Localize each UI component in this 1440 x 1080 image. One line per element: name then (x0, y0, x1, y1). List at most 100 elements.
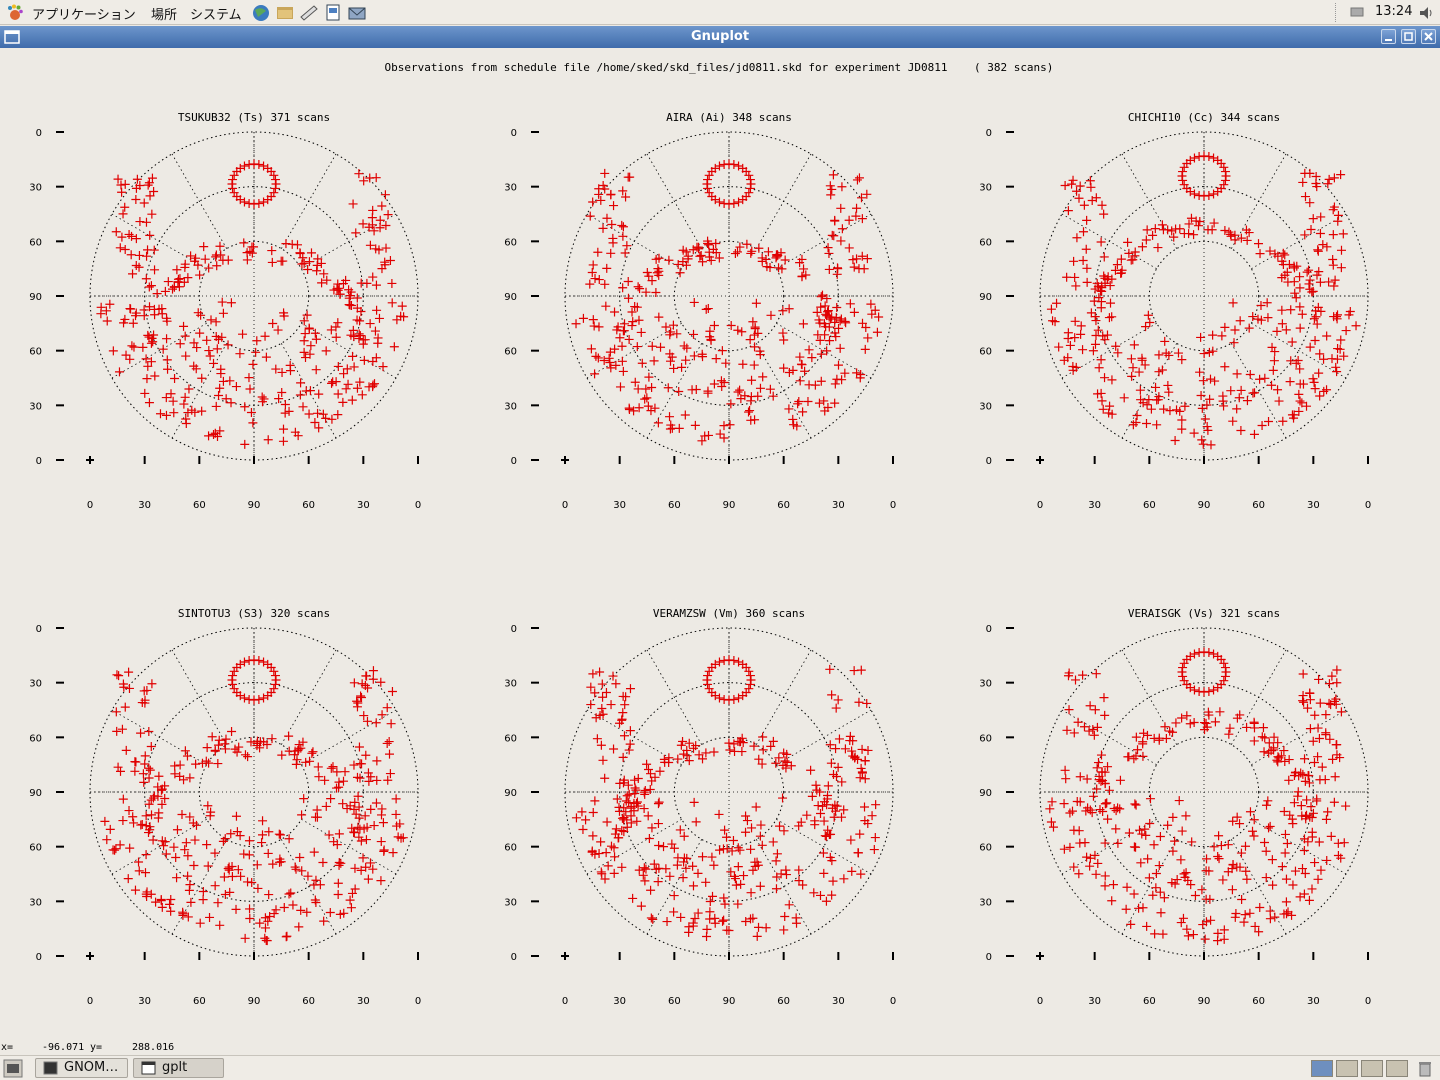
scan-marker (1308, 808, 1318, 818)
taskbar-item-gnome-terminal[interactable]: GNOM… (35, 1058, 128, 1078)
scan-marker (1100, 710, 1110, 720)
scan-marker (854, 697, 864, 707)
scan-marker (610, 344, 620, 354)
scan-marker (601, 848, 611, 858)
scan-marker (845, 299, 855, 309)
scan-marker (647, 341, 657, 351)
document-viewer-icon[interactable] (322, 2, 344, 23)
scan-marker (609, 744, 619, 754)
scan-marker (295, 853, 305, 863)
scan-marker (744, 407, 754, 417)
scan-marker (1301, 811, 1311, 821)
scan-marker (183, 871, 193, 881)
scan-marker (1177, 424, 1187, 434)
panel-title: VERAMZSW (Vm) 360 scans (653, 607, 805, 620)
scan-marker (581, 815, 591, 825)
applications-menu[interactable]: アプリケーション (32, 8, 136, 23)
email-client-icon[interactable] (346, 2, 368, 23)
scan-marker (314, 389, 324, 399)
scan-marker (1204, 686, 1214, 696)
scan-marker (1194, 686, 1204, 696)
workspace-3[interactable] (1361, 1060, 1383, 1077)
scan-marker (1262, 800, 1272, 810)
scan-marker (734, 161, 744, 171)
close-button[interactable] (1421, 29, 1436, 44)
scan-marker (761, 923, 771, 933)
scan-marker (134, 866, 144, 876)
workspace-1[interactable] (1311, 1060, 1333, 1077)
scan-marker (1137, 242, 1147, 252)
scan-marker (191, 759, 201, 769)
trash-icon[interactable] (1416, 1059, 1434, 1078)
scan-marker (1344, 310, 1354, 320)
scan-marker (606, 248, 616, 258)
scan-marker (600, 168, 610, 178)
window-titlebar[interactable]: Gnuplot (0, 26, 1440, 48)
x-tick-label: 0 (562, 500, 568, 511)
minimize-icon (1385, 39, 1392, 41)
scan-marker (117, 724, 127, 734)
system-menu[interactable]: システム (190, 8, 242, 23)
scan-marker (762, 262, 772, 272)
scan-marker (794, 396, 804, 406)
panel-clock[interactable]: 13:24 (1375, 4, 1413, 19)
scan-marker (1259, 747, 1269, 757)
scan-marker (618, 778, 628, 788)
scan-marker (325, 908, 335, 918)
y-tick-label: 0 (511, 456, 517, 467)
gnuplot-canvas[interactable]: Observations from schedule file /home/sk… (0, 48, 1440, 1042)
scan-marker (729, 198, 739, 208)
scan-marker (608, 233, 618, 243)
scan-marker (140, 868, 150, 878)
scan-marker (640, 789, 650, 799)
scan-marker (1267, 380, 1277, 390)
scan-marker (1258, 723, 1268, 733)
file-manager-icon[interactable] (274, 2, 296, 23)
places-menu[interactable]: 場所 (151, 8, 178, 23)
scan-marker (356, 836, 366, 846)
scan-marker (112, 670, 122, 680)
scan-marker (754, 243, 764, 253)
text-editor-icon[interactable] (298, 2, 320, 23)
scan-marker (854, 173, 864, 183)
scan-marker (1331, 694, 1341, 704)
scan-marker (1202, 722, 1212, 732)
scan-marker (711, 238, 721, 248)
scan-marker (831, 313, 841, 323)
scan-marker (1291, 293, 1301, 303)
scan-marker (353, 822, 363, 832)
volume-icon[interactable] (1417, 4, 1435, 22)
scan-marker (355, 316, 365, 326)
scan-marker (1139, 728, 1149, 738)
scan-marker (678, 736, 688, 746)
scan-marker (221, 394, 231, 404)
show-desktop-icon[interactable] (3, 1059, 23, 1078)
scan-marker (343, 379, 353, 389)
scan-marker (368, 674, 378, 684)
web-browser-icon[interactable] (250, 2, 272, 23)
scan-marker (1267, 342, 1277, 352)
scan-marker (605, 357, 615, 367)
scan-marker (327, 414, 337, 424)
minimize-button[interactable] (1381, 29, 1396, 44)
top-panel: アプリケーション 場所 システム 13:24 (0, 0, 1440, 25)
scan-marker (833, 263, 843, 273)
scan-marker (1203, 707, 1213, 717)
workspace-4[interactable] (1386, 1060, 1408, 1077)
panel-title: TSUKUB32 (Ts) 371 scans (178, 111, 330, 124)
scan-marker (297, 259, 307, 269)
workspace-2[interactable] (1336, 1060, 1358, 1077)
scan-marker (618, 708, 628, 718)
scan-marker (634, 315, 644, 325)
scan-marker (1248, 826, 1258, 836)
maximize-button[interactable] (1401, 29, 1416, 44)
tray-icon[interactable] (1350, 6, 1364, 18)
window-menu-icon[interactable] (4, 30, 20, 44)
scan-marker (349, 827, 359, 837)
scan-marker (134, 857, 144, 867)
gnome-foot-icon[interactable] (6, 4, 24, 22)
scan-marker (180, 262, 190, 272)
taskbar-item-label: GNOM… (64, 1060, 119, 1075)
taskbar-item-gplt[interactable]: gplt (133, 1058, 224, 1078)
scan-marker (1050, 317, 1060, 327)
